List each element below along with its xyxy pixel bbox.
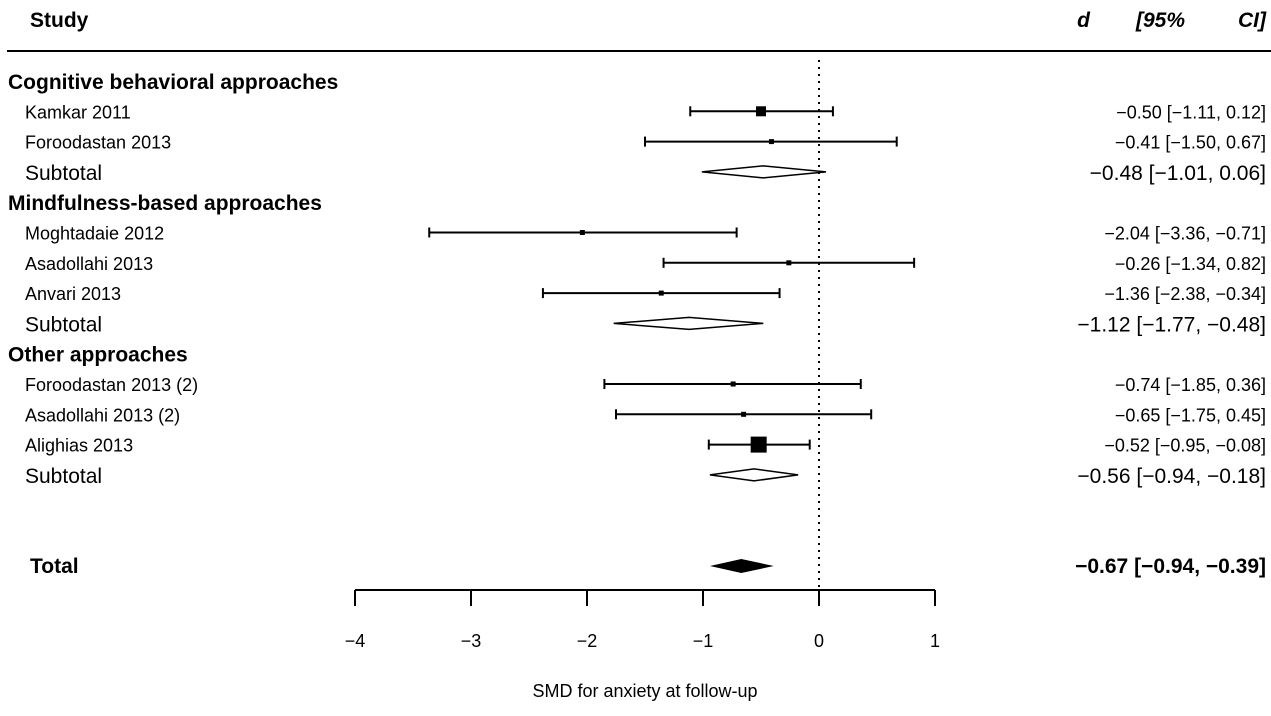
subtotal-effect-label: −0.48 [−1.01, 0.06] bbox=[1090, 162, 1266, 185]
header-d: d bbox=[1077, 9, 1091, 32]
study-row: Foroodastan 2013 (2) −0.74 [−1.85, 0.36] bbox=[25, 375, 1266, 395]
effect-size-label: −0.74 [−1.85, 0.36] bbox=[1115, 375, 1266, 395]
study-name: Asadollahi 2013 (2) bbox=[25, 405, 180, 425]
x-tick-label: −4 bbox=[345, 631, 366, 651]
point-estimate-marker bbox=[579, 230, 585, 235]
study-name: Moghtadaie 2012 bbox=[25, 224, 164, 244]
study-name: Kamkar 2011 bbox=[25, 102, 131, 122]
subtotal-diamond bbox=[701, 165, 827, 179]
x-tick-label: 0 bbox=[814, 631, 824, 651]
subtotal-effect-label: −1.12 [−1.77, −0.48] bbox=[1077, 313, 1266, 336]
x-axis-label: SMD for anxiety at follow-up bbox=[532, 681, 757, 701]
x-tick-label: −2 bbox=[577, 631, 598, 651]
study-row: Asadollahi 2013 −0.26 [−1.34, 0.82] bbox=[25, 254, 1266, 274]
study-row: Kamkar 2011 −0.50 [−1.11, 0.12] bbox=[25, 102, 1266, 122]
subtotal-label: Subtotal bbox=[25, 162, 102, 185]
study-name: Anvari 2013 bbox=[25, 284, 121, 304]
subtotal-effect-label: −0.56 [−0.94, −0.18] bbox=[1077, 465, 1266, 488]
x-axis: −4 −3 −2 −1 0 1 bbox=[345, 589, 940, 651]
subtotal-diamond bbox=[709, 468, 799, 482]
point-estimate-marker bbox=[750, 436, 767, 453]
group-heading: Cognitive behavioral approaches bbox=[8, 71, 338, 94]
point-estimate-marker bbox=[658, 290, 664, 296]
study-name: Asadollahi 2013 bbox=[25, 254, 153, 274]
subtotal-label: Subtotal bbox=[25, 465, 102, 488]
study-name: Foroodastan 2013 (2) bbox=[25, 375, 198, 395]
subtotal-label: Subtotal bbox=[25, 313, 102, 336]
x-tick-label: −1 bbox=[693, 631, 714, 651]
header-study: Study bbox=[30, 9, 89, 32]
effect-size-label: −0.52 [−0.95, −0.08] bbox=[1104, 436, 1266, 456]
subtotal-row: Subtotal −1.12 [−1.77, −0.48] bbox=[25, 313, 1266, 336]
subtotal-row: Subtotal −0.56 [−0.94, −0.18] bbox=[25, 465, 1266, 488]
effect-size-label: −1.36 [−2.38, −0.34] bbox=[1104, 284, 1266, 304]
effect-size-label: −2.04 [−3.36, −0.71] bbox=[1104, 224, 1266, 244]
total-diamond bbox=[709, 559, 774, 573]
study-name: Alighias 2013 bbox=[25, 436, 133, 456]
group-heading: Other approaches bbox=[8, 344, 188, 367]
point-estimate-marker bbox=[786, 260, 792, 266]
group-heading: Mindfulness-based approaches bbox=[8, 192, 322, 215]
total-effect-label: −0.67 [−0.94, −0.39] bbox=[1075, 555, 1266, 578]
x-tick-label: −3 bbox=[461, 631, 482, 651]
x-tick-label: 1 bbox=[930, 631, 940, 651]
point-estimate-marker bbox=[741, 411, 747, 417]
point-estimate-marker bbox=[768, 139, 774, 145]
subtotal-row: Subtotal −0.48 [−1.01, 0.06] bbox=[25, 162, 1266, 185]
point-estimate-marker bbox=[730, 381, 736, 387]
effect-size-label: −0.26 [−1.34, 0.82] bbox=[1115, 254, 1266, 274]
study-row: Anvari 2013 −1.36 [−2.38, −0.34] bbox=[25, 284, 1266, 304]
effect-size-label: −0.50 [−1.11, 0.12] bbox=[1116, 102, 1266, 122]
study-rows: Cognitive behavioral approaches Kamkar 20… bbox=[8, 71, 1266, 578]
study-name: Foroodastan 2013 bbox=[25, 133, 171, 153]
header-ci-left: [95% bbox=[1135, 9, 1185, 32]
point-estimate-marker bbox=[756, 106, 766, 117]
study-row: Foroodastan 2013 −0.41 [−1.50, 0.67] bbox=[25, 133, 1266, 153]
subtotal-diamond bbox=[613, 316, 764, 331]
effect-size-label: −0.65 [−1.75, 0.45] bbox=[1115, 405, 1266, 425]
total-label: Total bbox=[30, 555, 79, 578]
study-row: Alighias 2013 −0.52 [−0.95, −0.08] bbox=[25, 436, 1266, 456]
header-ci-right: CI] bbox=[1238, 9, 1267, 32]
study-row: Asadollahi 2013 (2) −0.65 [−1.75, 0.45] bbox=[25, 405, 1266, 425]
effect-size-label: −0.41 [−1.50, 0.67] bbox=[1115, 133, 1266, 153]
total-row: Total −0.67 [−0.94, −0.39] bbox=[30, 555, 1266, 578]
study-row: Moghtadaie 2012 −2.04 [−3.36, −0.71] bbox=[25, 224, 1266, 244]
